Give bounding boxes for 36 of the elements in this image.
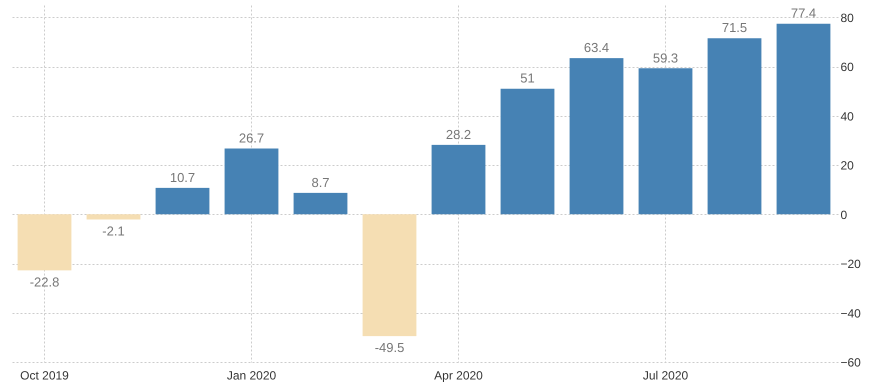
bar xyxy=(224,148,278,214)
data-label: 10.7 xyxy=(170,170,196,185)
bar xyxy=(708,38,762,214)
data-label: 8.7 xyxy=(311,174,330,190)
bar xyxy=(294,192,348,214)
data-label: -22.8 xyxy=(30,274,60,290)
bar xyxy=(432,144,486,214)
bar xyxy=(86,214,140,220)
bar xyxy=(156,188,210,214)
bar xyxy=(570,58,624,214)
y-tick-label: 40 xyxy=(840,109,854,124)
x-tick-label: Oct 2019 xyxy=(20,368,70,382)
bar xyxy=(776,24,830,214)
data-label: 63.4 xyxy=(584,40,610,56)
bar xyxy=(362,214,416,336)
data-label: 77.4 xyxy=(790,6,816,21)
x-tick-label: Jul 2020 xyxy=(642,368,689,382)
data-label: 51 xyxy=(520,70,535,86)
y-tick-label: 80 xyxy=(840,10,854,25)
y-tick-label: −40 xyxy=(840,306,862,320)
x-tick-label: Apr 2020 xyxy=(434,368,484,382)
bar xyxy=(500,88,554,214)
y-tick-label: 60 xyxy=(840,60,854,74)
data-label: 59.3 xyxy=(652,50,678,66)
y-tick-label: −20 xyxy=(840,257,862,272)
y-tick-label: −60 xyxy=(840,356,862,370)
y-tick-label: 20 xyxy=(840,158,854,173)
data-label: 26.7 xyxy=(238,130,264,146)
data-label: -49.5 xyxy=(374,340,404,356)
data-label: -2.1 xyxy=(102,223,125,238)
data-label: 71.5 xyxy=(722,20,748,36)
bar xyxy=(18,214,72,270)
y-tick-label: 0 xyxy=(840,208,848,222)
bar xyxy=(638,68,692,214)
x-tick-label: Jan 2020 xyxy=(226,368,277,382)
data-label: 28.2 xyxy=(446,126,472,142)
